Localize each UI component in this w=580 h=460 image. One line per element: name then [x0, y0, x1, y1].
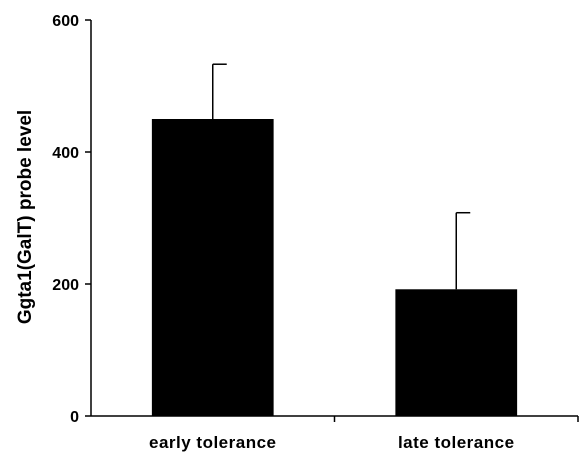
y-axis-ticks: 0 200 400 600 [52, 13, 91, 426]
error-bars [212, 63, 471, 290]
x-tick-label-1: late tolerance [398, 433, 515, 452]
y-tick-label-3: 600 [52, 13, 79, 30]
y-axis-title: Ggta1(GalT) probe level [15, 110, 36, 324]
bar-1 [395, 289, 518, 416]
x-axis-ticks: early tolerance late tolerance [149, 416, 579, 452]
bars [151, 119, 518, 416]
y-tick-label-0: 0 [70, 409, 79, 426]
y-tick-label-1: 200 [52, 277, 79, 294]
y-tick-label-2: 400 [52, 145, 79, 162]
bar-0 [151, 119, 274, 416]
x-tick-label-0: early tolerance [149, 433, 277, 452]
